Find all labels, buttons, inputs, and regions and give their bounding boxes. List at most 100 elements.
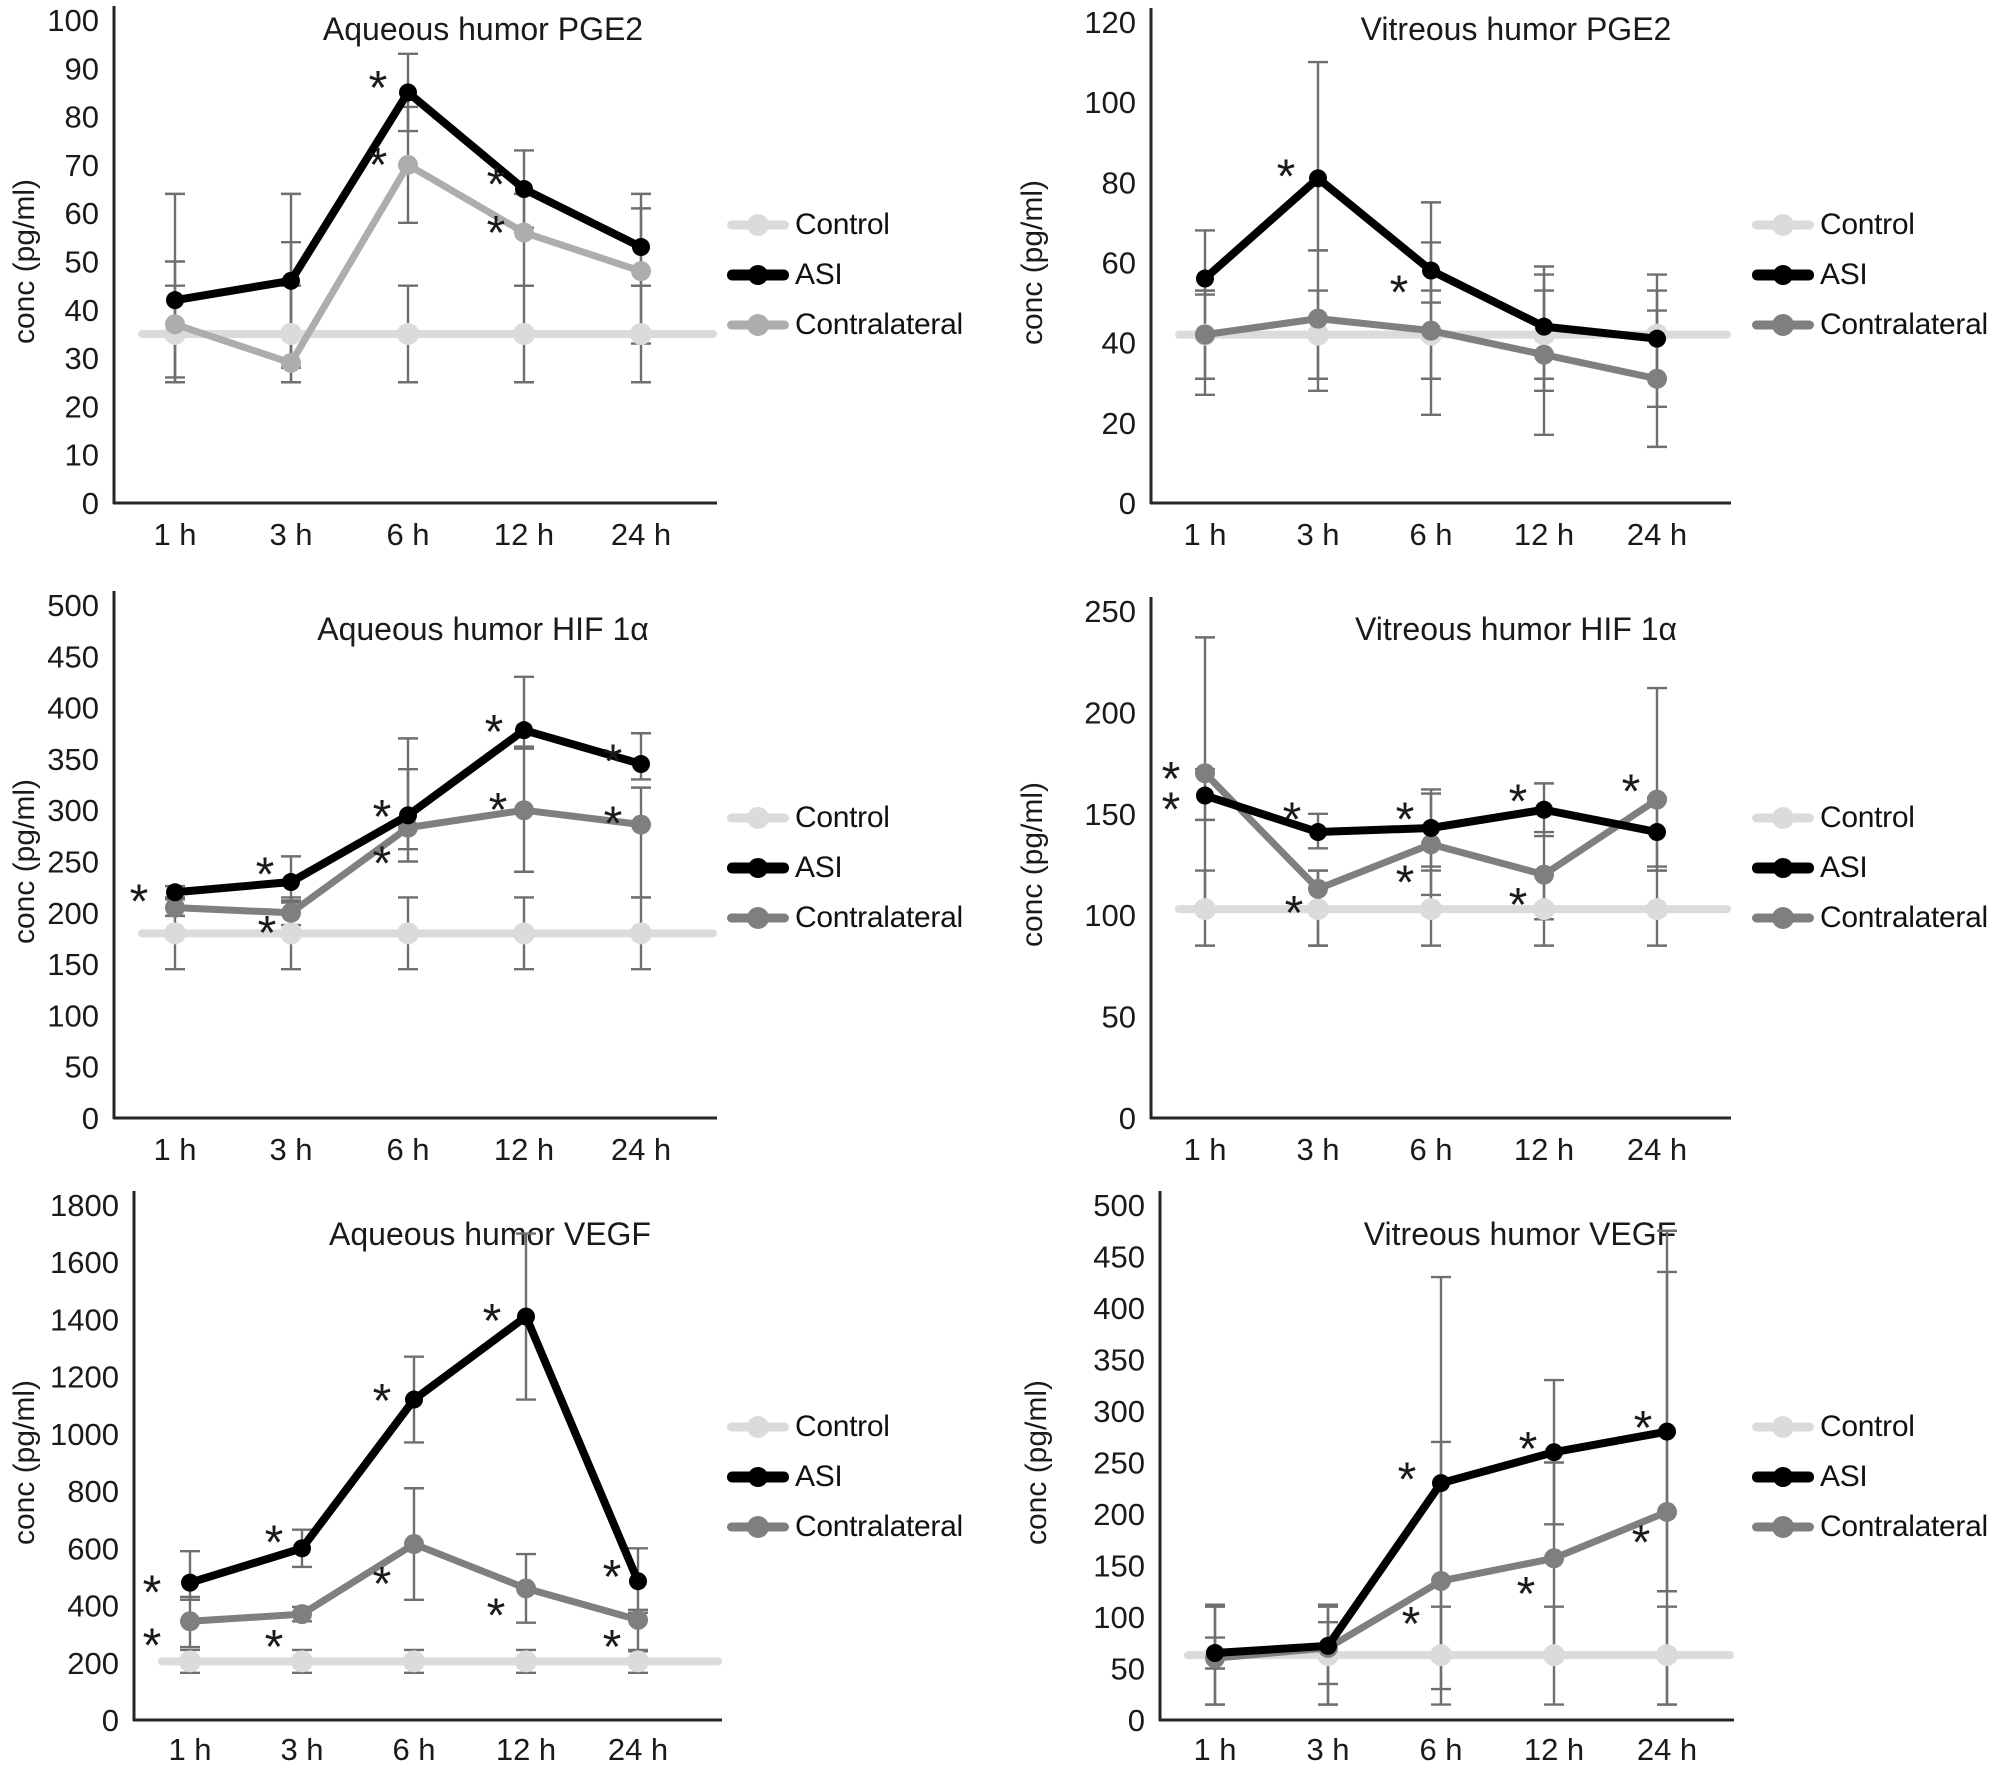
chart-title: Aqueous humor PGE2: [323, 11, 643, 47]
x-tick-label: 6 h: [386, 517, 429, 552]
series-marker-asi: [1422, 818, 1440, 837]
y-tick-label: 300: [1093, 1394, 1145, 1429]
significance-asterisk: *: [487, 159, 506, 212]
significance-asterisk: *: [265, 1621, 284, 1674]
significance-asterisk: *: [369, 62, 388, 115]
series-marker-asi: [1206, 1644, 1224, 1663]
y-tick-label: 100: [1084, 85, 1136, 120]
asi-series-swatch-icon: [1752, 262, 1814, 288]
x-tick-label: 24 h: [611, 517, 671, 552]
chart-title: Vitreous humor VEGF: [1364, 1216, 1676, 1252]
legend-aqueous-hif1a: Control ASI Contralateral: [727, 793, 987, 943]
series-marker-control: [515, 1650, 537, 1673]
series-marker-control: [397, 922, 419, 945]
series-marker-asi: [293, 1539, 311, 1558]
series-marker-contralateral: [1647, 789, 1667, 810]
y-tick-label: 150: [47, 947, 99, 982]
y-tick-label: 200: [47, 896, 99, 931]
legend-vitreous-pge2: Control ASI Contralateral: [1752, 200, 2001, 350]
x-tick-label: 1 h: [1193, 1732, 1236, 1767]
y-tick-label: 1400: [50, 1302, 119, 1337]
series-marker-control: [179, 1650, 201, 1673]
series-marker-contralateral: [165, 314, 185, 335]
series-marker-control: [403, 1650, 425, 1673]
legend-item-contralateral: Contralateral: [727, 893, 987, 943]
significance-asterisk: *: [1277, 150, 1296, 203]
series-marker-asi: [399, 83, 417, 102]
contralateral-series-swatch-icon: [1752, 1514, 1814, 1540]
chart-title: Vitreous humor HIF 1α: [1355, 611, 1677, 647]
x-tick-label: 3 h: [1296, 1132, 1339, 1167]
y-tick-label: 60: [65, 196, 99, 231]
legend-label: Contralateral: [1820, 308, 1988, 341]
chart-title: Aqueous humor HIF 1α: [317, 611, 649, 647]
y-tick-label: 80: [1102, 165, 1136, 200]
series-marker-control: [630, 922, 652, 945]
significance-asterisk: *: [373, 1558, 392, 1611]
series-marker-asi: [181, 1573, 199, 1592]
x-tick-label: 3 h: [269, 1132, 312, 1167]
series-marker-asi: [1545, 1443, 1563, 1462]
y-axis-label: conc (pg/ml): [1016, 782, 1049, 947]
series-marker-asi: [515, 721, 533, 740]
series-marker-asi: [1535, 317, 1553, 336]
legend-label: Contralateral: [1820, 901, 1988, 934]
x-tick-label: 1 h: [1183, 517, 1226, 552]
series-marker-asi: [405, 1390, 423, 1409]
series-marker-asi: [166, 291, 184, 310]
significance-asterisk: *: [604, 736, 623, 789]
chart-vitreous-humor-pge2: 0 20 40 60 80 100 120 Vitreous humor PGE2 1 h 3 h…: [1016, 5, 1731, 552]
legend-item-asi: ASI: [727, 1452, 987, 1502]
x-tick-label: 1 h: [153, 517, 196, 552]
chart-vitreous-humor-hif1a: 0 50 100 150 200 250 Vitreous humor HIF 1α 1 h 3…: [1016, 594, 1731, 1167]
significance-asterisk: *: [256, 849, 275, 902]
significance-asterisk: *: [1632, 1517, 1651, 1570]
series-marker-contralateral: [631, 814, 651, 835]
chart-title: Vitreous humor PGE2: [1361, 11, 1672, 47]
series-marker-contralateral: [404, 1534, 424, 1555]
significance-asterisk: *: [489, 784, 508, 837]
x-tick-label: 12 h: [1514, 1132, 1574, 1167]
series-marker-asi: [1535, 800, 1553, 819]
y-tick-label: 50: [65, 1050, 99, 1085]
legend-vitreous-hif1a: Control ASI Contralateral: [1752, 793, 2001, 943]
significance-asterisk: *: [487, 207, 506, 260]
asi-series-swatch-icon: [727, 855, 789, 881]
y-tick-label: 50: [1111, 1652, 1145, 1687]
x-tick-label: 12 h: [1514, 517, 1574, 552]
y-axis-label: conc (pg/ml): [1020, 1380, 1053, 1545]
y-tick-label: 400: [1093, 1291, 1145, 1326]
contralateral-series-swatch-icon: [727, 905, 789, 931]
y-tick-label: 200: [1084, 695, 1136, 730]
legend-label: Contralateral: [795, 308, 963, 341]
significance-asterisk: *: [373, 1375, 392, 1428]
legend-label: Contralateral: [795, 901, 963, 934]
series-marker-asi: [1309, 823, 1327, 842]
series-marker-contralateral: [1195, 763, 1215, 784]
x-tick-label: 24 h: [1627, 1132, 1687, 1167]
legend-item-contralateral: Contralateral: [727, 300, 987, 350]
significance-asterisk: *: [143, 1567, 162, 1620]
series-marker-contralateral: [398, 154, 418, 175]
significance-asterisk: *: [1622, 765, 1641, 818]
legend-vitreous-vegf: Control ASI Contralateral: [1752, 1402, 2001, 1552]
chart-title: Aqueous humor VEGF: [329, 1216, 651, 1252]
x-tick-label: 12 h: [496, 1732, 556, 1767]
legend-item-control: Control: [727, 200, 987, 250]
series-marker-contralateral: [514, 800, 534, 821]
series-marker-asi: [282, 271, 300, 290]
series-marker-contralateral: [1657, 1501, 1677, 1522]
legend-label: Control: [1820, 1410, 1915, 1443]
x-tick-label: 3 h: [1296, 517, 1339, 552]
series-marker-asi: [515, 180, 533, 199]
significance-asterisk: *: [604, 797, 623, 850]
x-tick-label: 3 h: [280, 1732, 323, 1767]
control-series-swatch-icon: [727, 212, 789, 238]
legend-item-control: Control: [1752, 1402, 2001, 1452]
y-tick-label: 0: [1128, 1703, 1145, 1738]
significance-asterisk: *: [1634, 1402, 1653, 1455]
y-tick-label: 1000: [50, 1417, 119, 1452]
significance-asterisk: *: [1519, 1423, 1538, 1476]
x-tick-label: 24 h: [1637, 1732, 1697, 1767]
series-marker-control: [1307, 898, 1329, 921]
